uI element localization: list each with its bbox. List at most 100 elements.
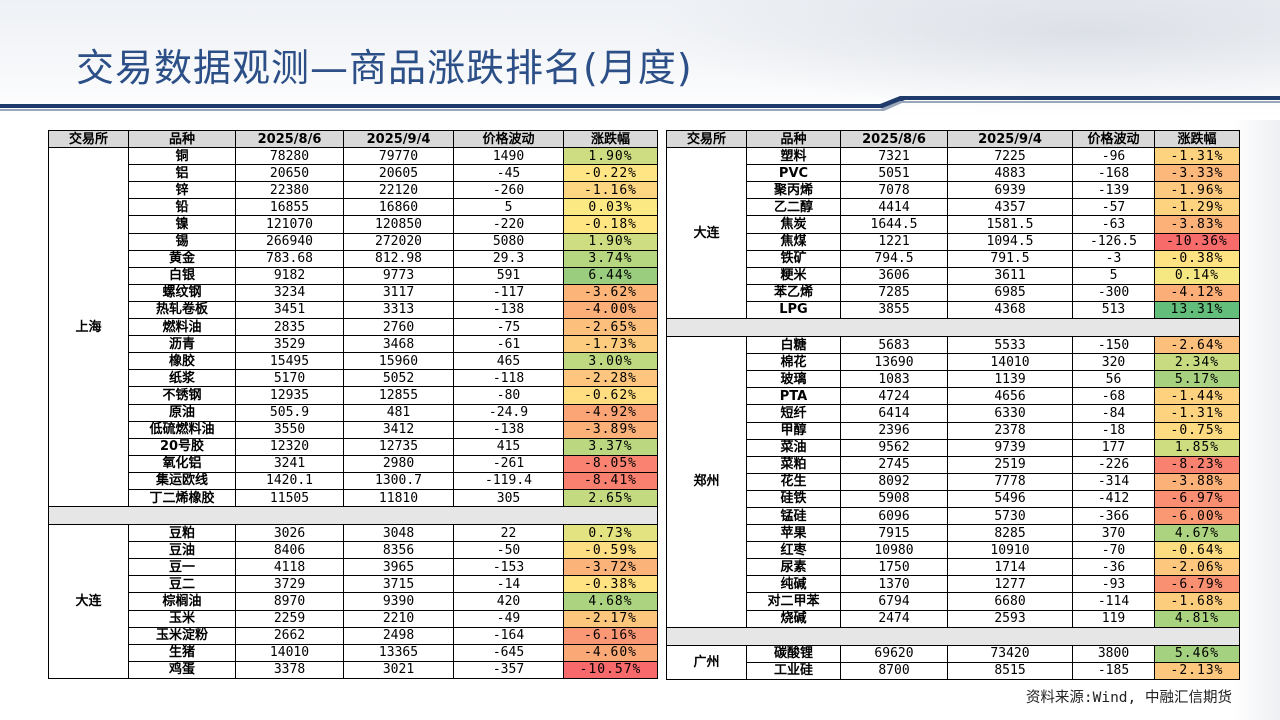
pct-change-cell: -1.31%: [1154, 147, 1240, 166]
price-change-cell: -117: [453, 283, 564, 302]
variety-cell: 硅铁: [746, 489, 841, 508]
price-change-cell: -118: [453, 369, 564, 388]
price-change-cell: -168: [1072, 164, 1155, 183]
price-end-cell: 13365: [343, 643, 454, 662]
table-row: 棕榈油 8970 9390 420 4.68%: [49, 592, 658, 611]
table-row: 玉米淀粉 2662 2498 -164 -6.16%: [49, 626, 658, 645]
price-change-cell: -226: [1072, 455, 1155, 474]
variety-cell: 鸡蛋: [128, 660, 236, 679]
price-end-cell: 3468: [343, 335, 454, 354]
pct-change-cell: -1.68%: [1154, 592, 1240, 611]
price-change-cell: -63: [1072, 215, 1155, 234]
variety-cell: 纯碱: [746, 575, 841, 594]
table-row: PTA 4724 4656 -68 -1.44%: [667, 387, 1240, 406]
price-change-cell: -153: [453, 558, 564, 577]
variety-cell: 橡胶: [128, 352, 236, 371]
pct-change-cell: -3.89%: [563, 420, 658, 439]
price-change-cell: -185: [1072, 661, 1155, 680]
price-change-cell: 370: [1072, 524, 1155, 543]
price-end-cell: 6680: [947, 592, 1073, 611]
pct-change-cell: -3.83%: [1154, 215, 1240, 234]
price-end-cell: 2760: [343, 318, 454, 337]
variety-cell: 对二甲苯: [746, 592, 841, 611]
table-row: 对二甲苯 6794 6680 -114 -1.68%: [667, 592, 1240, 611]
table-row: 豆油 8406 8356 -50 -0.59%: [49, 541, 658, 560]
price-start-cell: 5908: [840, 489, 948, 508]
table-row: 丁二烯橡胶 11505 11810 305 2.65%: [49, 488, 658, 508]
group-separator-row: [666, 626, 1240, 646]
price-start-cell: 3606: [840, 266, 948, 285]
table-row: 原油 505.9 481 -24.9 -4.92%: [49, 403, 658, 422]
price-end-cell: 7778: [947, 472, 1073, 491]
table-row: 豆一 4118 3965 -153 -3.72%: [49, 558, 658, 577]
variety-cell: 塑料: [746, 147, 841, 166]
pct-change-cell: 3.37%: [563, 437, 658, 456]
price-change-cell: -114: [1072, 592, 1155, 611]
pct-change-cell: -3.72%: [563, 558, 658, 577]
table-row: 锌 22380 22120 -260 -1.16%: [49, 181, 658, 200]
pct-change-cell: -4.92%: [563, 403, 658, 422]
pct-change-cell: -2.13%: [1154, 661, 1240, 680]
header-price-change: 价格波动: [1072, 129, 1155, 149]
variety-cell: 棕榈油: [128, 592, 236, 611]
table-row: 不锈钢 12935 12855 -80 -0.62%: [49, 386, 658, 405]
price-change-cell: 320: [1072, 353, 1155, 372]
table-row: 乙二醇 4414 4357 -57 -1.29%: [667, 198, 1240, 217]
pct-change-cell: 1.90%: [563, 147, 658, 166]
variety-cell: 螺纹钢: [128, 283, 236, 302]
price-start-cell: 1083: [840, 370, 948, 389]
price-end-cell: 5730: [947, 506, 1073, 526]
price-end-cell: 8356: [343, 541, 454, 560]
table-row: 燃料油 2835 2760 -75 -2.65%: [49, 318, 658, 337]
group-separator-cell: [48, 506, 658, 526]
price-end-cell: 791.5: [947, 249, 1073, 268]
price-start-cell: 4118: [235, 558, 344, 577]
variety-cell: 不锈钢: [128, 386, 236, 405]
pct-change-cell: -1.16%: [563, 181, 658, 200]
header-price-change: 价格波动: [453, 129, 564, 149]
variety-cell: PVC: [746, 164, 841, 183]
price-start-cell: 3241: [235, 454, 344, 473]
price-start-cell: 3234: [235, 283, 344, 302]
price-end-cell: 120850: [343, 215, 454, 234]
pct-change-cell: 3.74%: [563, 249, 658, 268]
variety-cell: 铝: [128, 164, 236, 183]
price-end-cell: 3715: [343, 575, 454, 594]
price-end-cell: 73420: [947, 644, 1073, 663]
pct-change-cell: -2.06%: [1154, 558, 1240, 577]
variety-cell: 丁二烯橡胶: [128, 488, 236, 508]
variety-cell: 豆油: [128, 541, 236, 560]
price-start-cell: 794.5: [840, 249, 948, 268]
price-start-cell: 1221: [840, 232, 948, 251]
variety-cell: 纸浆: [128, 369, 236, 388]
table-header-row: 交易所 品种 2025/8/6 2025/9/4 价格波动 涨跌幅: [48, 129, 658, 149]
price-end-cell: 3021: [343, 660, 454, 679]
pct-change-cell: 4.81%: [1154, 609, 1240, 628]
pct-change-cell: 1.90%: [563, 232, 658, 251]
table-row: 鸡蛋 3378 3021 -357 -10.57%: [49, 660, 658, 679]
right-commodity-table: 交易所 品种 2025/8/6 2025/9/4 价格波动 涨跌幅 大连 塑料 73…: [666, 129, 1240, 680]
price-change-cell: -138: [453, 300, 564, 320]
price-end-cell: 4656: [947, 387, 1073, 406]
price-start-cell: 16855: [235, 198, 344, 217]
price-end-cell: 2519: [947, 455, 1073, 474]
variety-cell: 菜油: [746, 438, 841, 457]
price-change-cell: 5080: [453, 232, 564, 251]
price-end-cell: 3048: [343, 524, 454, 543]
pct-change-cell: -0.38%: [1154, 249, 1240, 268]
pct-change-cell: -4.12%: [1154, 283, 1240, 302]
price-end-cell: 1714: [947, 558, 1073, 577]
pct-change-cell: -0.18%: [563, 215, 658, 234]
table-row: 豆二 3729 3715 -14 -0.38%: [49, 575, 658, 594]
price-start-cell: 6794: [840, 592, 948, 611]
price-start-cell: 505.9: [235, 403, 344, 422]
price-change-cell: -126.5: [1072, 232, 1155, 251]
price-end-cell: 4357: [947, 198, 1073, 217]
price-start-cell: 266940: [235, 232, 344, 251]
price-end-cell: 1094.5: [947, 232, 1073, 251]
price-change-cell: -260: [453, 181, 564, 200]
pct-change-cell: -3.62%: [563, 283, 658, 302]
table-row: PVC 5051 4883 -168 -3.33%: [667, 164, 1240, 183]
variety-cell: 白银: [128, 266, 236, 285]
price-end-cell: 481: [343, 403, 454, 422]
